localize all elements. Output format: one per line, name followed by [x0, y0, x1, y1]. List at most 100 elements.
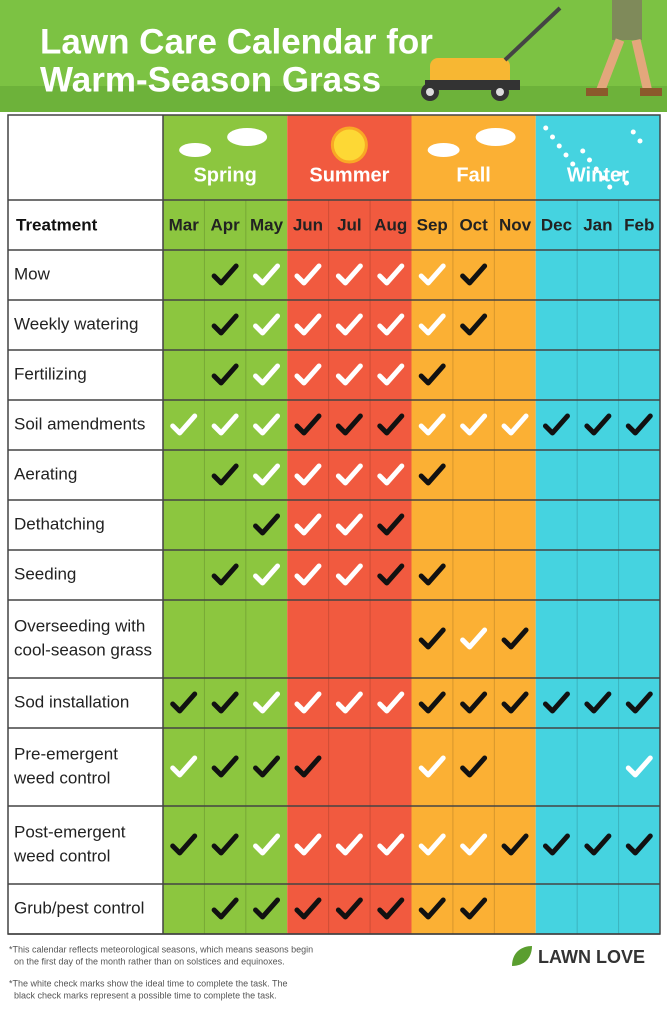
- check-mark: [377, 897, 405, 920]
- check-mark: [377, 463, 405, 486]
- check-mark: [377, 263, 405, 286]
- season-label: Fall: [456, 164, 490, 186]
- footnote-line: *The white check marks show the ideal ti…: [9, 978, 287, 988]
- snowflake-icon: [593, 166, 599, 172]
- check-mark: [294, 755, 322, 778]
- check-mark: [335, 413, 363, 436]
- check-mark: [418, 463, 446, 486]
- check-mark: [377, 563, 405, 586]
- check-mark: [625, 833, 653, 856]
- check-mark: [211, 463, 239, 486]
- treatment-label: Grub/pest control: [14, 898, 144, 917]
- check-mark: [211, 263, 239, 286]
- season-label: Winter: [567, 164, 629, 186]
- season-column: [163, 115, 288, 934]
- treatment-label: cool-season grass: [14, 640, 152, 659]
- month-label: Apr: [210, 215, 240, 234]
- check-mark: [625, 691, 653, 714]
- check-mark: [335, 463, 363, 486]
- check-mark: [460, 413, 488, 436]
- month-label: Jan: [583, 215, 612, 234]
- check-mark: [335, 563, 363, 586]
- snowflake-icon: [624, 180, 629, 186]
- check-mark: [377, 363, 405, 386]
- check-mark: [170, 413, 198, 436]
- treatment-label: Seeding: [14, 564, 76, 583]
- check-mark: [253, 833, 281, 856]
- check-mark: [294, 413, 322, 436]
- treatment-label: Mow: [14, 264, 51, 283]
- snowflake-icon: [550, 134, 555, 140]
- check-mark: [294, 897, 322, 920]
- check-mark: [418, 755, 446, 778]
- check-mark: [460, 313, 488, 336]
- check-mark: [170, 691, 198, 714]
- snowflake-icon: [637, 138, 643, 144]
- treatment-label: Pre-emergent: [14, 744, 118, 763]
- footnote-line: black check marks represent a possible t…: [14, 990, 277, 1000]
- treatment-label: Weekly watering: [14, 314, 138, 333]
- check-mark: [418, 413, 446, 436]
- check-mark: [625, 413, 653, 436]
- snowflake-icon: [587, 157, 592, 163]
- snowflake-icon: [607, 184, 613, 190]
- check-mark: [542, 413, 570, 436]
- check-mark: [294, 263, 322, 286]
- check-mark: [584, 833, 612, 856]
- check-mark: [253, 897, 281, 920]
- snowflake-icon: [543, 125, 549, 131]
- check-mark: [377, 313, 405, 336]
- check-mark: [460, 691, 488, 714]
- check-mark: [253, 263, 281, 286]
- month-label: Oct: [459, 215, 488, 234]
- check-mark: [335, 363, 363, 386]
- check-mark: [501, 413, 529, 436]
- check-mark: [211, 563, 239, 586]
- check-mark: [253, 563, 281, 586]
- check-mark: [294, 833, 322, 856]
- title-line: Lawn Care Calendar for: [40, 22, 433, 61]
- snowflake-icon: [600, 175, 606, 181]
- check-mark: [253, 513, 281, 536]
- month-label: Aug: [374, 215, 407, 234]
- check-mark: [418, 363, 446, 386]
- check-mark: [211, 691, 239, 714]
- check-mark: [294, 513, 322, 536]
- treatment-label: Overseeding with: [14, 616, 145, 635]
- treatment-label: weed control: [13, 846, 110, 865]
- footnote-line: *This calendar reflects meteorological s…: [9, 944, 313, 954]
- check-mark: [294, 463, 322, 486]
- check-mark: [335, 833, 363, 856]
- month-label: Nov: [499, 215, 532, 234]
- check-mark: [294, 691, 322, 714]
- logo-leaf: [512, 946, 532, 966]
- logo: LAWN LOVE: [512, 946, 645, 967]
- check-mark: [418, 563, 446, 586]
- check-mark: [501, 627, 529, 650]
- corner-label: Treatment: [16, 215, 98, 234]
- treatment-label: Aerating: [14, 464, 77, 483]
- check-mark: [418, 263, 446, 286]
- check-mark: [418, 313, 446, 336]
- check-mark: [377, 413, 405, 436]
- treatment-label: Soil amendments: [14, 414, 145, 433]
- treatment-label: Fertilizing: [14, 364, 87, 383]
- month-label: Mar: [169, 215, 200, 234]
- check-mark: [377, 691, 405, 714]
- logo-text: LAWN LOVE: [538, 947, 645, 967]
- check-mark: [418, 897, 446, 920]
- check-mark: [377, 513, 405, 536]
- season-column: [535, 115, 660, 934]
- treatment-label: Sod installation: [14, 692, 129, 711]
- grass-strip: [0, 86, 667, 112]
- check-mark: [253, 691, 281, 714]
- check-mark: [460, 897, 488, 920]
- sun-icon: [330, 126, 368, 164]
- check-mark: [335, 313, 363, 336]
- check-mark: [377, 833, 405, 856]
- month-label: Sep: [417, 215, 448, 234]
- check-mark: [625, 755, 653, 778]
- check-mark: [460, 755, 488, 778]
- check-mark: [335, 513, 363, 536]
